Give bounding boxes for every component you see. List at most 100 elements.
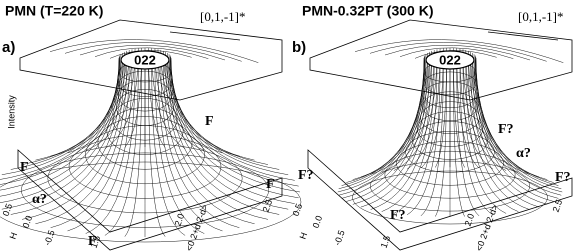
annotation: F? (498, 122, 514, 137)
direction-arrow (487, 31, 559, 41)
panel-title: PMN (T=220 K) (5, 3, 103, 19)
h-tick-label: 0.5 (1, 202, 15, 217)
mesh-line (360, 64, 430, 208)
mesh-line (124, 67, 142, 237)
mesh-line (165, 64, 269, 220)
mesh-ring (405, 131, 495, 173)
peak-label: 022 (134, 52, 156, 67)
mesh-line (393, 49, 438, 171)
mesh-line (456, 48, 480, 169)
annotation: F (88, 234, 97, 249)
top-contour (399, 47, 514, 59)
mesh-line (0, 56, 120, 185)
annotation: F (266, 177, 275, 192)
mesh-line (1, 54, 122, 176)
direction-label: [0,1,-1]* (200, 9, 246, 24)
mesh-ring (117, 79, 173, 112)
mesh-line (473, 61, 554, 202)
mesh-line (160, 65, 240, 228)
mesh-line (462, 49, 507, 171)
mesh-line (352, 62, 428, 205)
mesh-line (21, 64, 125, 220)
mesh-line (67, 66, 133, 232)
mesh-line (154, 67, 205, 234)
k-tick-label: 2.5 (261, 198, 275, 213)
mesh-line (167, 52, 280, 170)
direction-label: [0,1,-1]* (518, 9, 564, 24)
k-tick-label: 2.0 (463, 212, 477, 227)
mesh-line (462, 66, 507, 214)
annotation: F (20, 160, 29, 175)
mesh-line (50, 65, 130, 228)
mesh-ring (68, 134, 222, 199)
h-tick-label: 0.0 (311, 214, 325, 229)
k-tick-label: 1.5 (379, 234, 393, 249)
mesh-ring (370, 160, 530, 212)
mesh-line (170, 59, 299, 199)
top-contour (64, 42, 242, 62)
k-axis-label: K <0 2+d 2-d> (471, 203, 500, 252)
mesh-line (10, 62, 123, 215)
mesh-line (165, 51, 269, 165)
annotation: F? (390, 208, 406, 223)
mesh-ring (21, 152, 269, 228)
mesh-line (50, 50, 130, 157)
mesh-ring (412, 121, 488, 160)
panel-label: a) (2, 39, 15, 56)
mesh-line (170, 56, 299, 187)
h-tick-label: -0.5 (332, 229, 347, 247)
mesh-line (470, 64, 540, 208)
mesh-ring (423, 81, 477, 109)
mesh-ring (97, 116, 193, 170)
top-contour (354, 39, 564, 63)
k-tick-label: 2.0 (173, 212, 187, 227)
mesh-line (472, 62, 548, 205)
panel: PMN-0.32PT (300 K) [0,1,-1]* b) 022 F? F? F? F?… (291, 3, 573, 252)
h-axis-label: H (298, 231, 310, 241)
mesh-line (0, 59, 120, 197)
mesh-line (456, 67, 480, 217)
mesh-ring (352, 170, 548, 225)
z-axis-label: Intensity (6, 95, 16, 129)
mesh-line (474, 55, 559, 186)
mesh-line (0, 60, 121, 203)
mesh-line (352, 52, 428, 180)
top-contour (369, 42, 547, 62)
mesh-line (163, 50, 255, 161)
mesh-line (157, 66, 223, 232)
mesh-line (167, 62, 280, 215)
panel-label: b) (292, 39, 306, 56)
top-contour (109, 50, 192, 59)
mesh-line (381, 65, 435, 212)
mesh-line (168, 54, 289, 176)
direction-arrow (169, 31, 241, 41)
mesh-line (341, 60, 426, 199)
peak-top (425, 50, 475, 70)
annotation: α? (32, 192, 47, 207)
mesh-ring (417, 111, 483, 147)
top-contour (49, 39, 259, 63)
mesh-line (475, 56, 562, 189)
mesh-ring (420, 101, 480, 134)
mesh-line (472, 52, 548, 180)
mesh-line (381, 50, 435, 173)
mesh-ring (47, 143, 243, 214)
mesh-line (360, 51, 430, 178)
mesh-line (0, 57, 120, 191)
annotation: F? (555, 170, 571, 185)
mesh-line (473, 54, 554, 183)
h-tick-label: 0.0 (21, 214, 35, 229)
top-contour (94, 47, 209, 59)
top-plane (309, 19, 573, 101)
panel-title: PMN-0.32PT (300 K) (302, 3, 433, 19)
mesh-ring (112, 98, 178, 141)
mesh-line (346, 54, 427, 183)
panel: PMN (T=220 K) [0,1,-1]* a) 022 Intensity F F F F… (0, 3, 302, 252)
mesh-line (85, 67, 136, 234)
mesh-line (1, 61, 122, 210)
mesh-line (370, 50, 432, 175)
annotation: F (205, 114, 214, 129)
mesh-line (10, 52, 123, 170)
mesh-line (338, 59, 425, 196)
mesh-line (453, 67, 465, 217)
